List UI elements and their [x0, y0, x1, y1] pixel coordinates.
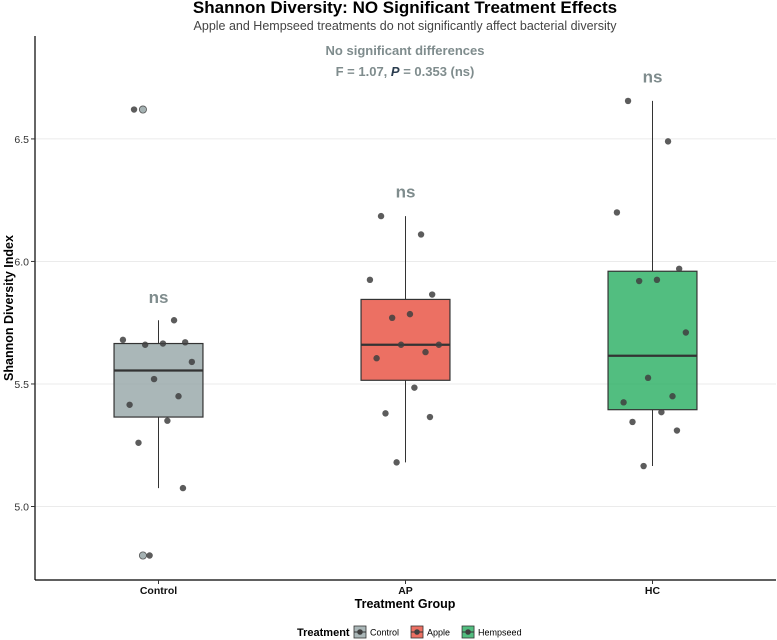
x-tick-label: AP [398, 585, 413, 597]
data-point [422, 348, 429, 356]
data-point [164, 417, 171, 424]
data-point [673, 427, 681, 434]
legend-label: Apple [427, 628, 450, 638]
data-point [170, 317, 178, 324]
y-tick-label: 6.5 [14, 134, 29, 146]
y-axis-label: Shannon Diversity Index [2, 235, 16, 381]
data-point [411, 384, 418, 391]
data-point [669, 393, 676, 400]
x-tick-label: Control [140, 585, 177, 597]
data-point [653, 276, 661, 284]
data-point [366, 276, 374, 284]
data-point [135, 439, 142, 446]
data-point [428, 291, 436, 298]
legend-title: Treatment [297, 627, 350, 639]
y-tick-label: 5.0 [14, 501, 29, 513]
legend-key-dot [414, 629, 420, 635]
significance-label: ns [643, 68, 663, 87]
points [119, 97, 690, 560]
data-point [373, 355, 380, 362]
data-point [126, 401, 133, 408]
data-point [675, 265, 683, 272]
data-point [175, 393, 182, 400]
data-point [624, 97, 632, 105]
boxes [113, 100, 698, 489]
y-tick-label: 5.5 [14, 379, 29, 391]
data-point [141, 341, 149, 348]
data-point [664, 138, 672, 145]
legend-label: Hempseed [478, 628, 522, 638]
significance-labels: ns ns ns [149, 68, 663, 308]
data-point [644, 374, 652, 382]
annotation-line1: No significant differences [326, 43, 485, 58]
data-point [130, 106, 138, 113]
data-point [620, 399, 627, 406]
y-tick-label: 6.0 [14, 256, 29, 268]
significance-label: ns [149, 288, 169, 307]
chart-title: Shannon Diversity: NO Significant Treatm… [193, 0, 617, 17]
data-point [146, 552, 153, 559]
data-point [417, 231, 425, 238]
data-point [393, 459, 400, 466]
significance-label: ns [396, 183, 416, 202]
x-ticks: Control AP HC [140, 580, 661, 597]
data-point [406, 310, 414, 318]
box-HC [607, 270, 698, 411]
legend-key-dot [357, 629, 363, 635]
data-point [181, 339, 189, 346]
data-point [682, 329, 690, 336]
data-point [388, 314, 396, 322]
data-point [658, 408, 665, 416]
data-point [435, 341, 443, 348]
data-point [382, 410, 389, 417]
data-point [159, 340, 167, 347]
data-point [397, 341, 405, 348]
data-point [629, 418, 636, 426]
legend-label: Control [370, 628, 399, 638]
outlier-point [138, 105, 147, 114]
legend: Treatment Control Apple Hempseed [297, 625, 522, 639]
chart-subtitle: Apple and Hempseed treatments do not sig… [194, 19, 618, 33]
outlier-point [138, 551, 147, 560]
data-point [150, 375, 158, 383]
data-point [640, 462, 647, 470]
data-point [179, 484, 187, 492]
x-axis-label: Treatment Group [355, 597, 456, 611]
data-point [188, 358, 196, 366]
y-ticks: 5.0 5.5 6.0 6.5 [14, 134, 35, 513]
data-point [377, 212, 385, 220]
data-point [613, 209, 621, 216]
data-point [426, 413, 434, 421]
data-point [119, 336, 127, 344]
data-point [635, 277, 643, 285]
box-AP [360, 298, 451, 381]
annotation-line2: F = 1.07, P = 0.353 (ns) [336, 64, 475, 79]
legend-key-dot [465, 629, 471, 635]
x-tick-label: HC [645, 585, 661, 597]
